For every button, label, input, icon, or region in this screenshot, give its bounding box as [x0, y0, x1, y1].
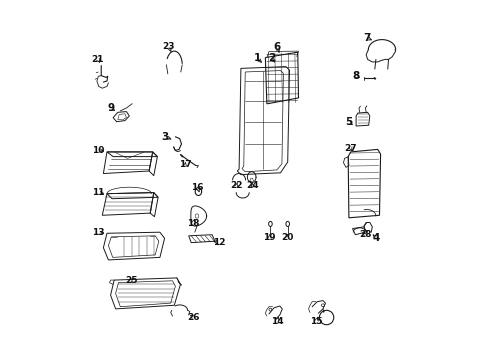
- Text: 9: 9: [107, 103, 114, 113]
- Text: 7: 7: [363, 33, 370, 43]
- Text: 19: 19: [263, 233, 275, 242]
- Text: 23: 23: [163, 42, 175, 51]
- Text: 4: 4: [371, 233, 379, 243]
- Text: 15: 15: [309, 317, 322, 325]
- Text: 11: 11: [92, 188, 104, 197]
- Text: 8: 8: [352, 71, 359, 81]
- Text: 2: 2: [267, 53, 275, 63]
- Text: 22: 22: [230, 181, 243, 190]
- Text: 1: 1: [253, 53, 260, 63]
- Text: 10: 10: [92, 145, 104, 155]
- Text: 27: 27: [344, 144, 356, 153]
- Text: 28: 28: [358, 230, 370, 239]
- Text: 6: 6: [273, 42, 280, 52]
- Text: 21: 21: [92, 55, 104, 64]
- Text: 20: 20: [280, 233, 293, 242]
- Text: 26: 26: [187, 313, 199, 322]
- Text: 25: 25: [124, 276, 137, 284]
- Text: 14: 14: [270, 317, 283, 325]
- Text: 13: 13: [92, 229, 104, 238]
- Text: 16: 16: [191, 184, 203, 192]
- Text: 18: 18: [187, 219, 199, 228]
- Text: 5: 5: [345, 117, 352, 127]
- Text: 12: 12: [213, 238, 225, 247]
- Text: 24: 24: [246, 181, 259, 190]
- Text: 17: 17: [179, 161, 191, 169]
- Text: 3: 3: [162, 132, 168, 142]
